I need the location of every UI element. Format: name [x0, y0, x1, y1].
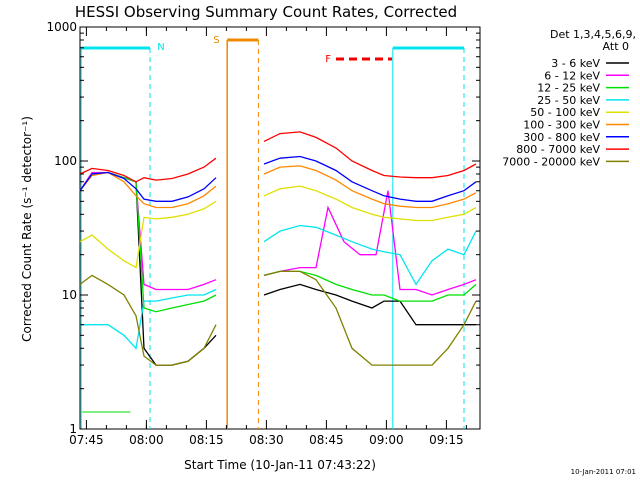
series-line-7000-20000-kev-post-saa — [263, 270, 477, 366]
series-line-25-50-kev-pre-saa — [80, 288, 217, 350]
legend-label: 100 - 300 keV — [523, 119, 600, 132]
legend-header-line-2: Att 0 — [603, 40, 629, 53]
legend-label: 300 - 800 keV — [523, 131, 600, 144]
axis-ticks: 07:45 08:00 08:15 08:30 08:45 09:00 09:15 1 10 10… — [46, 20, 480, 447]
series-line-25-50-kev-post-saa — [263, 224, 477, 286]
legend-label: 50 - 100 keV — [530, 106, 600, 119]
series-line-7000-20000-kev-pre-saa — [79, 274, 217, 366]
series-line-800-7000-kev-post-saa — [263, 131, 477, 179]
x-tick-label: 08:15 — [189, 433, 224, 447]
series-line-6-12-kev-pre-saa — [79, 171, 217, 291]
y-axis-label: Corrected Count Rate (s⁻¹ detector⁻¹) — [20, 116, 34, 342]
legend-header-line-1: Det 1,3,4,5,6,9, — [550, 28, 636, 41]
x-tick-label: 08:30 — [249, 433, 284, 447]
saa-flag-label: S — [213, 35, 219, 46]
x-tick-label: 07:45 — [69, 433, 104, 447]
chart-title: HESSI Observing Summary Count Rates, Cor… — [75, 3, 457, 21]
series-line-100-300-kev-post-saa — [263, 165, 477, 209]
series-line-100-300-kev-pre-saa — [79, 171, 217, 209]
x-tick-label: 09:15 — [429, 433, 464, 447]
series-line-300-800-kev-post-saa — [263, 155, 477, 202]
legend-label: 12 - 25 keV — [537, 82, 600, 95]
legend-label: 7000 - 20000 keV — [502, 155, 600, 168]
x-tick-label: 08:00 — [129, 433, 164, 447]
series-line-12-25-kev-post-saa — [263, 270, 477, 302]
series-line-800-7000-kev-pre-saa — [79, 157, 217, 183]
x-axis-label: Start Time (10-Jan-11 07:43:22) — [184, 458, 376, 472]
flare-flag-label: F — [325, 54, 331, 65]
series-layer — [79, 131, 477, 366]
series-line-3-6-kev-post-saa — [263, 283, 476, 326]
x-tick-label: 08:45 — [309, 433, 344, 447]
plot-frame — [79, 26, 481, 430]
x-tick-label: 09:00 — [369, 433, 404, 447]
y-tick-label: 1 — [69, 422, 77, 436]
series-line-6-12-kev-post-saa — [263, 190, 477, 296]
legend-label: 800 - 7000 keV — [516, 143, 600, 156]
legend-label: 3 - 6 keV — [551, 57, 600, 70]
series-line-3-6-kev-pre-saa — [79, 171, 217, 366]
night-flag-label: N — [157, 42, 164, 53]
series-line-300-800-kev-pre-saa — [79, 171, 217, 202]
series-line-50-100-kev-post-saa — [263, 185, 477, 222]
legend-label: 6 - 12 keV — [544, 69, 600, 82]
y-tick-label: 1000 — [46, 20, 77, 34]
y-tick-label: 10 — [62, 288, 77, 302]
y-tick-label: 100 — [54, 154, 77, 168]
series-line-50-100-kev-pre-saa — [79, 200, 217, 269]
timestamp: 10-Jan-2011 07:01 — [571, 468, 636, 476]
legend-label: 25 - 50 keV — [537, 94, 600, 107]
